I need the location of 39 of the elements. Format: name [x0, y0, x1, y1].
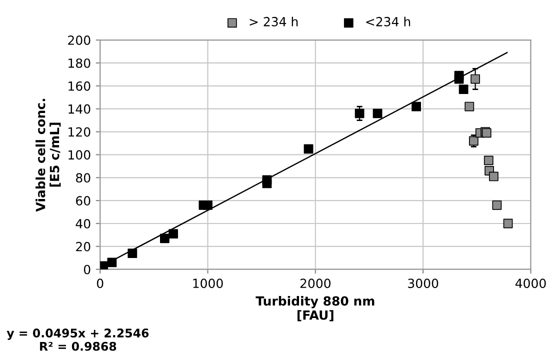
- y-tick-label: 200: [68, 36, 90, 45]
- x-tick-label: 0: [96, 278, 104, 288]
- point: [168, 229, 178, 239]
- x-tick-label: 4000: [515, 278, 546, 288]
- y-tick-label: 140: [68, 104, 90, 114]
- point: [492, 200, 502, 210]
- y-tick-label: 100: [68, 150, 90, 160]
- x-tick-label: 1000: [193, 278, 223, 288]
- point: [262, 175, 272, 185]
- legend-label: <234 h: [366, 16, 410, 26]
- y-tick-label: 80: [76, 173, 90, 183]
- point: [484, 156, 494, 166]
- point: [412, 102, 422, 112]
- y-tick-label: 0: [84, 264, 90, 274]
- point: [354, 108, 364, 118]
- point: [203, 200, 212, 210]
- y-axis-title: Viable cell conc. [E5 c/mL]: [36, 98, 61, 212]
- point: [489, 172, 498, 182]
- point: [454, 70, 464, 80]
- point: [107, 258, 117, 268]
- y-tick-label: 180: [68, 58, 90, 68]
- point: [470, 74, 480, 84]
- y-tick-label: 20: [76, 242, 90, 252]
- point: [503, 218, 513, 228]
- point: [304, 144, 314, 154]
- y-tick-label: 40: [76, 218, 90, 228]
- x-axis-title: Turbidity 880 nm [FAU]: [256, 296, 374, 322]
- x-tick-label: 3000: [408, 278, 438, 288]
- y-tick-label: 60: [76, 196, 90, 206]
- point: [464, 102, 474, 112]
- point: [372, 108, 382, 118]
- y-tick-label: 120: [68, 127, 90, 137]
- y-tick-label: 160: [68, 81, 90, 91]
- x-tick-label: 2000: [300, 278, 330, 288]
- point: [458, 84, 468, 94]
- legend-label: > 234 h: [250, 16, 298, 26]
- point: [128, 248, 138, 258]
- point: [160, 234, 170, 244]
- text: y = 0.0495x + 2.2546 R² = 0.9868: [6, 328, 149, 351]
